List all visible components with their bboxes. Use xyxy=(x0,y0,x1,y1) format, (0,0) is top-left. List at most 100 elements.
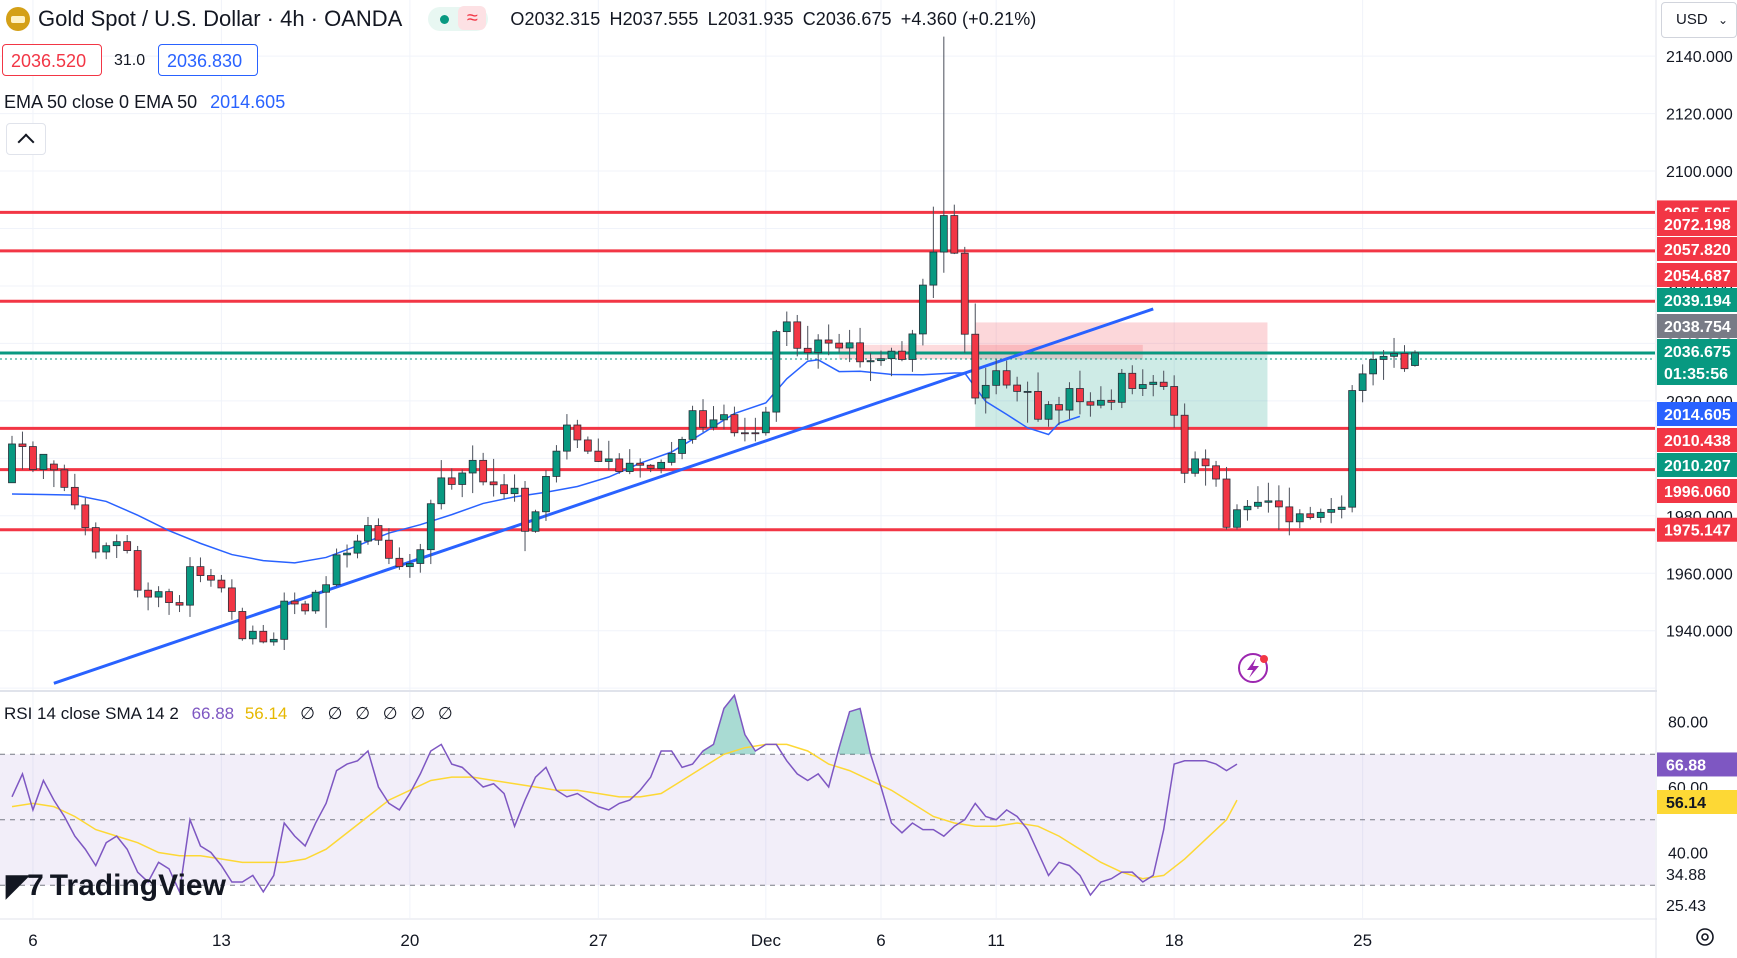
candle-body xyxy=(29,446,37,470)
candle-body xyxy=(1180,414,1189,474)
candle-body xyxy=(573,424,582,441)
price-scale-label: 2057.820 xyxy=(1664,242,1731,259)
candle-body xyxy=(1117,372,1126,403)
price-scale-label-bg xyxy=(1657,361,1737,385)
candle-body xyxy=(196,566,205,576)
symbol-header: Gold Spot / U.S. Dollar · 4h · OANDA ≈ O… xyxy=(6,6,1036,32)
rsi-legend-label: RSI 14 close SMA 14 2 xyxy=(4,704,179,723)
candle-body xyxy=(542,476,550,513)
candle-body xyxy=(625,462,634,472)
candle-body xyxy=(1243,505,1252,511)
candle-body xyxy=(1327,509,1336,513)
candle-body xyxy=(1264,500,1273,503)
candle-body xyxy=(395,557,404,568)
rsi-placeholder: ∅ xyxy=(382,704,398,723)
candle-body xyxy=(835,342,844,349)
rsi-placeholder: ∅ xyxy=(355,704,371,723)
ohlc-readout: O2032.315 H2037.555 L2031.935 C2036.675 … xyxy=(510,9,1036,30)
candle-body xyxy=(280,600,289,640)
ema-line xyxy=(11,359,1081,564)
candle-body xyxy=(1295,513,1304,523)
candle-body xyxy=(290,600,299,605)
candle-body xyxy=(667,453,676,463)
symbol-title[interactable]: Gold Spot / U.S. Dollar · 4h · OANDA xyxy=(38,6,403,31)
time-tick-label: 25 xyxy=(1353,931,1372,950)
candle-body xyxy=(678,438,686,454)
candle-body xyxy=(186,566,194,606)
collapse-legend-button[interactable] xyxy=(6,123,46,155)
candle-body xyxy=(112,541,121,547)
ema-50-line xyxy=(11,359,1081,564)
rsi-legend[interactable]: RSI 14 close SMA 14 2 66.88 56.14 ∅ ∅ ∅ … xyxy=(4,704,453,724)
market-status-icon: ≈ xyxy=(428,6,489,31)
candle-body xyxy=(594,450,603,462)
candle-body xyxy=(500,484,508,495)
logo-text: TradingView xyxy=(49,868,226,902)
candle-body xyxy=(39,453,48,470)
candle-body xyxy=(49,463,58,471)
price-tick-label: 2140.000 xyxy=(1666,49,1733,66)
gear-icon[interactable] xyxy=(1694,926,1716,948)
candle-body xyxy=(1086,401,1095,406)
candle-body xyxy=(1358,373,1367,391)
buy-button[interactable]: 2036.830 xyxy=(158,44,258,76)
tradingview-logo[interactable]: ◤7 TradingView xyxy=(6,868,226,903)
chevron-down-icon: ⌄ xyxy=(1717,13,1728,27)
candle-body xyxy=(1201,458,1210,467)
ema-legend[interactable]: EMA 50 close 0 EMA 50 2014.605 xyxy=(4,92,285,113)
horizontal-levels[interactable] xyxy=(0,210,1655,532)
candle-body xyxy=(636,462,645,466)
price-tick-label: 1960.000 xyxy=(1666,566,1733,583)
candle-body xyxy=(1034,390,1042,420)
chevron-up-icon xyxy=(17,133,35,151)
price-scale-label-bg xyxy=(1657,237,1737,261)
rsi-scale-label: 25.43 xyxy=(1666,898,1706,915)
rsi-sma-legend-value: 56.14 xyxy=(244,704,288,723)
price-scale-label-bg xyxy=(1657,314,1737,338)
lightning-badge xyxy=(1260,655,1268,663)
candle-body xyxy=(950,215,959,254)
time-tick-label: 20 xyxy=(400,931,419,950)
price-scale-label-bg xyxy=(1657,212,1737,236)
candle-body xyxy=(332,554,341,586)
candle-body xyxy=(709,419,718,428)
rsi-placeholder: ∅ xyxy=(327,704,343,723)
candle-body xyxy=(856,342,864,363)
rsi-placeholder: ∅ xyxy=(437,704,453,723)
candle-body xyxy=(175,602,184,606)
price-tick-label: 1940.000 xyxy=(1666,624,1733,641)
lightning-bolt xyxy=(1247,658,1259,678)
rsi-line xyxy=(11,693,1238,897)
candle-body xyxy=(960,252,969,335)
price-scale-label-bg xyxy=(1657,517,1737,542)
trendline-drawing[interactable] xyxy=(53,307,1154,685)
high-label: H xyxy=(609,8,623,29)
candle-body xyxy=(908,333,917,360)
price-scale-label-bg xyxy=(1657,402,1737,426)
candle-body xyxy=(123,541,132,551)
sell-button[interactable]: 2036.520 xyxy=(2,44,102,76)
candle-body xyxy=(227,587,236,612)
candle-body xyxy=(782,321,791,333)
rsi-scale-label: 66.88 xyxy=(1666,757,1706,774)
candle-body xyxy=(1159,381,1168,387)
price-scale-label: 2010.438 xyxy=(1664,433,1731,450)
candle-body xyxy=(489,481,498,486)
ema-legend-label: EMA 50 close 0 EMA 50 xyxy=(4,92,198,112)
rsi-band xyxy=(0,754,1655,886)
price-tick-label: 2100.000 xyxy=(1666,164,1733,181)
candle-body xyxy=(563,424,571,452)
price-scale-label: 1996.060 xyxy=(1664,484,1731,501)
rsi-scale-label: 34.88 xyxy=(1666,867,1706,884)
candle-body xyxy=(1013,384,1022,392)
price-scale-label: 2038.754 xyxy=(1664,319,1731,336)
candle-body xyxy=(364,525,372,542)
candle-body xyxy=(217,579,226,589)
candle-body xyxy=(918,284,927,335)
currency-selector[interactable]: USD ⌄ xyxy=(1661,2,1737,38)
rsi-tick-label: 40.00 xyxy=(1668,846,1708,863)
candle-body xyxy=(730,414,739,434)
candle-body xyxy=(144,589,153,598)
